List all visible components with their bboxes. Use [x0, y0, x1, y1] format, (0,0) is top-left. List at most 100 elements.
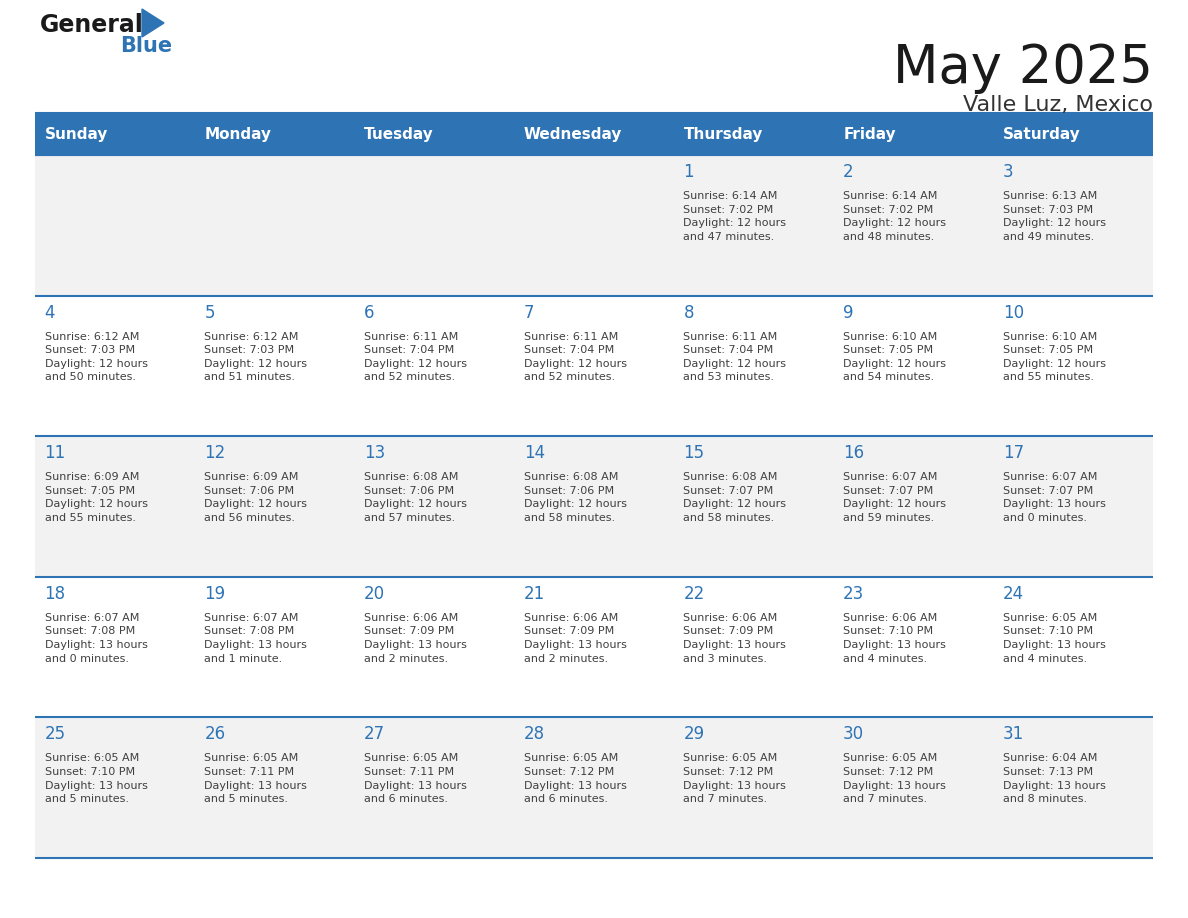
Bar — [834, 113, 993, 155]
Text: 8: 8 — [683, 304, 694, 321]
Bar — [514, 717, 674, 858]
Bar — [514, 113, 674, 155]
Bar — [354, 113, 514, 155]
Text: Sunrise: 6:07 AM
Sunset: 7:07 PM
Daylight: 13 hours
and 0 minutes.: Sunrise: 6:07 AM Sunset: 7:07 PM Dayligh… — [1003, 472, 1106, 523]
Text: Thursday: Thursday — [683, 127, 763, 141]
Bar — [834, 296, 993, 436]
Bar — [34, 717, 195, 858]
Text: Sunrise: 6:08 AM
Sunset: 7:06 PM
Daylight: 12 hours
and 58 minutes.: Sunrise: 6:08 AM Sunset: 7:06 PM Dayligh… — [524, 472, 627, 523]
Text: Sunrise: 6:12 AM
Sunset: 7:03 PM
Daylight: 12 hours
and 50 minutes.: Sunrise: 6:12 AM Sunset: 7:03 PM Dayligh… — [45, 331, 147, 383]
Text: Sunrise: 6:06 AM
Sunset: 7:10 PM
Daylight: 13 hours
and 4 minutes.: Sunrise: 6:06 AM Sunset: 7:10 PM Dayligh… — [843, 613, 946, 664]
Text: Sunrise: 6:14 AM
Sunset: 7:02 PM
Daylight: 12 hours
and 48 minutes.: Sunrise: 6:14 AM Sunset: 7:02 PM Dayligh… — [843, 191, 946, 241]
Text: 25: 25 — [45, 725, 65, 744]
Text: 20: 20 — [364, 585, 385, 603]
Bar — [674, 577, 834, 717]
Text: Sunrise: 6:05 AM
Sunset: 7:12 PM
Daylight: 13 hours
and 7 minutes.: Sunrise: 6:05 AM Sunset: 7:12 PM Dayligh… — [683, 754, 786, 804]
Text: Sunrise: 6:08 AM
Sunset: 7:07 PM
Daylight: 12 hours
and 58 minutes.: Sunrise: 6:08 AM Sunset: 7:07 PM Dayligh… — [683, 472, 786, 523]
Text: Tuesday: Tuesday — [364, 127, 434, 141]
Bar — [354, 436, 514, 577]
Bar — [993, 113, 1154, 155]
Text: 10: 10 — [1003, 304, 1024, 321]
Text: General: General — [40, 13, 144, 37]
Bar — [834, 577, 993, 717]
Text: Sunrise: 6:07 AM
Sunset: 7:08 PM
Daylight: 13 hours
and 1 minute.: Sunrise: 6:07 AM Sunset: 7:08 PM Dayligh… — [204, 613, 308, 664]
Text: 7: 7 — [524, 304, 535, 321]
Bar — [354, 296, 514, 436]
Text: Sunrise: 6:07 AM
Sunset: 7:08 PM
Daylight: 13 hours
and 0 minutes.: Sunrise: 6:07 AM Sunset: 7:08 PM Dayligh… — [45, 613, 147, 664]
Text: Saturday: Saturday — [1003, 127, 1081, 141]
Text: Sunrise: 6:08 AM
Sunset: 7:06 PM
Daylight: 12 hours
and 57 minutes.: Sunrise: 6:08 AM Sunset: 7:06 PM Dayligh… — [364, 472, 467, 523]
Text: Sunrise: 6:07 AM
Sunset: 7:07 PM
Daylight: 12 hours
and 59 minutes.: Sunrise: 6:07 AM Sunset: 7:07 PM Dayligh… — [843, 472, 946, 523]
Bar — [993, 717, 1154, 858]
Text: Sunrise: 6:13 AM
Sunset: 7:03 PM
Daylight: 12 hours
and 49 minutes.: Sunrise: 6:13 AM Sunset: 7:03 PM Dayligh… — [1003, 191, 1106, 241]
Text: 28: 28 — [524, 725, 545, 744]
Bar — [674, 717, 834, 858]
Bar — [195, 155, 354, 296]
Text: Sunrise: 6:04 AM
Sunset: 7:13 PM
Daylight: 13 hours
and 8 minutes.: Sunrise: 6:04 AM Sunset: 7:13 PM Dayligh… — [1003, 754, 1106, 804]
Text: Sunrise: 6:12 AM
Sunset: 7:03 PM
Daylight: 12 hours
and 51 minutes.: Sunrise: 6:12 AM Sunset: 7:03 PM Dayligh… — [204, 331, 308, 383]
Text: 30: 30 — [843, 725, 865, 744]
Text: 23: 23 — [843, 585, 865, 603]
Text: 16: 16 — [843, 444, 865, 462]
Bar — [993, 436, 1154, 577]
Bar — [514, 296, 674, 436]
Text: Blue: Blue — [120, 36, 172, 56]
Text: Sunrise: 6:06 AM
Sunset: 7:09 PM
Daylight: 13 hours
and 2 minutes.: Sunrise: 6:06 AM Sunset: 7:09 PM Dayligh… — [524, 613, 626, 664]
Text: 2: 2 — [843, 163, 854, 181]
Text: 27: 27 — [364, 725, 385, 744]
Text: 14: 14 — [524, 444, 545, 462]
Text: 3: 3 — [1003, 163, 1013, 181]
Bar — [674, 436, 834, 577]
Text: 19: 19 — [204, 585, 226, 603]
Bar — [195, 296, 354, 436]
Text: Sunrise: 6:10 AM
Sunset: 7:05 PM
Daylight: 12 hours
and 55 minutes.: Sunrise: 6:10 AM Sunset: 7:05 PM Dayligh… — [1003, 331, 1106, 383]
Text: 1: 1 — [683, 163, 694, 181]
Text: 11: 11 — [45, 444, 65, 462]
Text: Sunrise: 6:10 AM
Sunset: 7:05 PM
Daylight: 12 hours
and 54 minutes.: Sunrise: 6:10 AM Sunset: 7:05 PM Dayligh… — [843, 331, 946, 383]
Text: 6: 6 — [364, 304, 374, 321]
Bar — [195, 717, 354, 858]
Text: Sunrise: 6:09 AM
Sunset: 7:06 PM
Daylight: 12 hours
and 56 minutes.: Sunrise: 6:09 AM Sunset: 7:06 PM Dayligh… — [204, 472, 308, 523]
Text: 26: 26 — [204, 725, 226, 744]
Bar — [834, 155, 993, 296]
Text: 18: 18 — [45, 585, 65, 603]
Bar — [354, 717, 514, 858]
Bar — [34, 577, 195, 717]
Text: Sunrise: 6:06 AM
Sunset: 7:09 PM
Daylight: 13 hours
and 2 minutes.: Sunrise: 6:06 AM Sunset: 7:09 PM Dayligh… — [364, 613, 467, 664]
Text: 21: 21 — [524, 585, 545, 603]
Text: Sunday: Sunday — [45, 127, 108, 141]
Bar — [195, 113, 354, 155]
Bar — [34, 296, 195, 436]
Text: 12: 12 — [204, 444, 226, 462]
Text: Sunrise: 6:05 AM
Sunset: 7:12 PM
Daylight: 13 hours
and 7 minutes.: Sunrise: 6:05 AM Sunset: 7:12 PM Dayligh… — [843, 754, 946, 804]
Text: Sunrise: 6:06 AM
Sunset: 7:09 PM
Daylight: 13 hours
and 3 minutes.: Sunrise: 6:06 AM Sunset: 7:09 PM Dayligh… — [683, 613, 786, 664]
Text: 17: 17 — [1003, 444, 1024, 462]
Text: Sunrise: 6:09 AM
Sunset: 7:05 PM
Daylight: 12 hours
and 55 minutes.: Sunrise: 6:09 AM Sunset: 7:05 PM Dayligh… — [45, 472, 147, 523]
Bar — [514, 577, 674, 717]
Polygon shape — [143, 9, 164, 37]
Text: Sunrise: 6:05 AM
Sunset: 7:11 PM
Daylight: 13 hours
and 6 minutes.: Sunrise: 6:05 AM Sunset: 7:11 PM Dayligh… — [364, 754, 467, 804]
Text: Wednesday: Wednesday — [524, 127, 623, 141]
Bar — [834, 436, 993, 577]
Text: 24: 24 — [1003, 585, 1024, 603]
Text: 29: 29 — [683, 725, 704, 744]
Bar — [834, 717, 993, 858]
Bar — [993, 296, 1154, 436]
Bar — [195, 436, 354, 577]
Text: May 2025: May 2025 — [893, 42, 1154, 94]
Text: Sunrise: 6:11 AM
Sunset: 7:04 PM
Daylight: 12 hours
and 52 minutes.: Sunrise: 6:11 AM Sunset: 7:04 PM Dayligh… — [524, 331, 627, 383]
Text: Sunrise: 6:05 AM
Sunset: 7:11 PM
Daylight: 13 hours
and 5 minutes.: Sunrise: 6:05 AM Sunset: 7:11 PM Dayligh… — [204, 754, 308, 804]
Bar — [34, 155, 195, 296]
Bar — [34, 436, 195, 577]
Text: Sunrise: 6:05 AM
Sunset: 7:12 PM
Daylight: 13 hours
and 6 minutes.: Sunrise: 6:05 AM Sunset: 7:12 PM Dayligh… — [524, 754, 626, 804]
Text: 15: 15 — [683, 444, 704, 462]
Bar — [674, 155, 834, 296]
Text: 9: 9 — [843, 304, 854, 321]
Bar — [674, 113, 834, 155]
Text: Valle Luz, Mexico: Valle Luz, Mexico — [963, 95, 1154, 115]
Bar — [993, 155, 1154, 296]
Bar — [514, 436, 674, 577]
Bar — [674, 296, 834, 436]
Text: Sunrise: 6:05 AM
Sunset: 7:10 PM
Daylight: 13 hours
and 5 minutes.: Sunrise: 6:05 AM Sunset: 7:10 PM Dayligh… — [45, 754, 147, 804]
Text: Friday: Friday — [843, 127, 896, 141]
